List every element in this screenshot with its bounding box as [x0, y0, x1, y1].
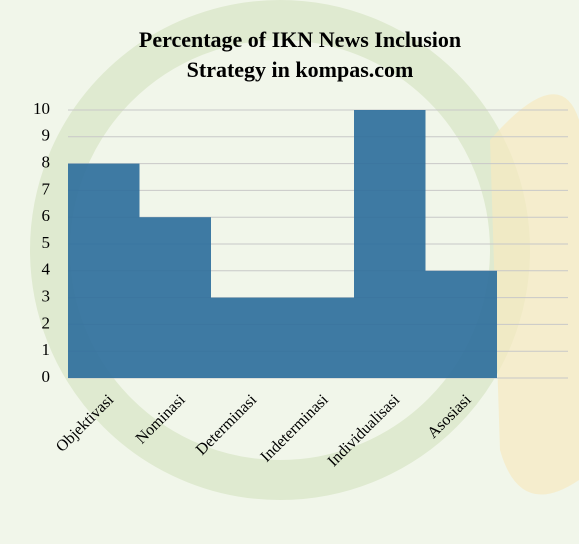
bar — [211, 298, 283, 378]
page: {"chart_data": {"type": "bar", "title": … — [0, 0, 579, 544]
y-tick-label: 3 — [42, 287, 51, 306]
y-tick-label: 5 — [42, 233, 51, 252]
y-tick-label: 7 — [42, 179, 51, 198]
bar — [426, 271, 498, 378]
bar — [354, 110, 426, 378]
bar — [140, 217, 212, 378]
watermark — [490, 94, 579, 494]
y-tick-label: 1 — [42, 340, 51, 359]
y-tick-label: 10 — [33, 99, 50, 118]
chart: Percentage of IKN News Inclusion Strateg… — [0, 0, 579, 544]
bar — [68, 164, 140, 378]
chart-title: Percentage of IKN News Inclusion — [139, 27, 461, 52]
y-tick-label: 9 — [42, 126, 51, 145]
y-tick-label: 0 — [42, 367, 51, 386]
bar — [283, 298, 355, 378]
y-tick-label: 6 — [42, 206, 51, 225]
y-tick-label: 8 — [42, 153, 51, 172]
chart-title: Strategy in kompas.com — [187, 57, 414, 82]
y-tick-label: 4 — [42, 260, 51, 279]
y-tick-label: 2 — [42, 313, 51, 332]
